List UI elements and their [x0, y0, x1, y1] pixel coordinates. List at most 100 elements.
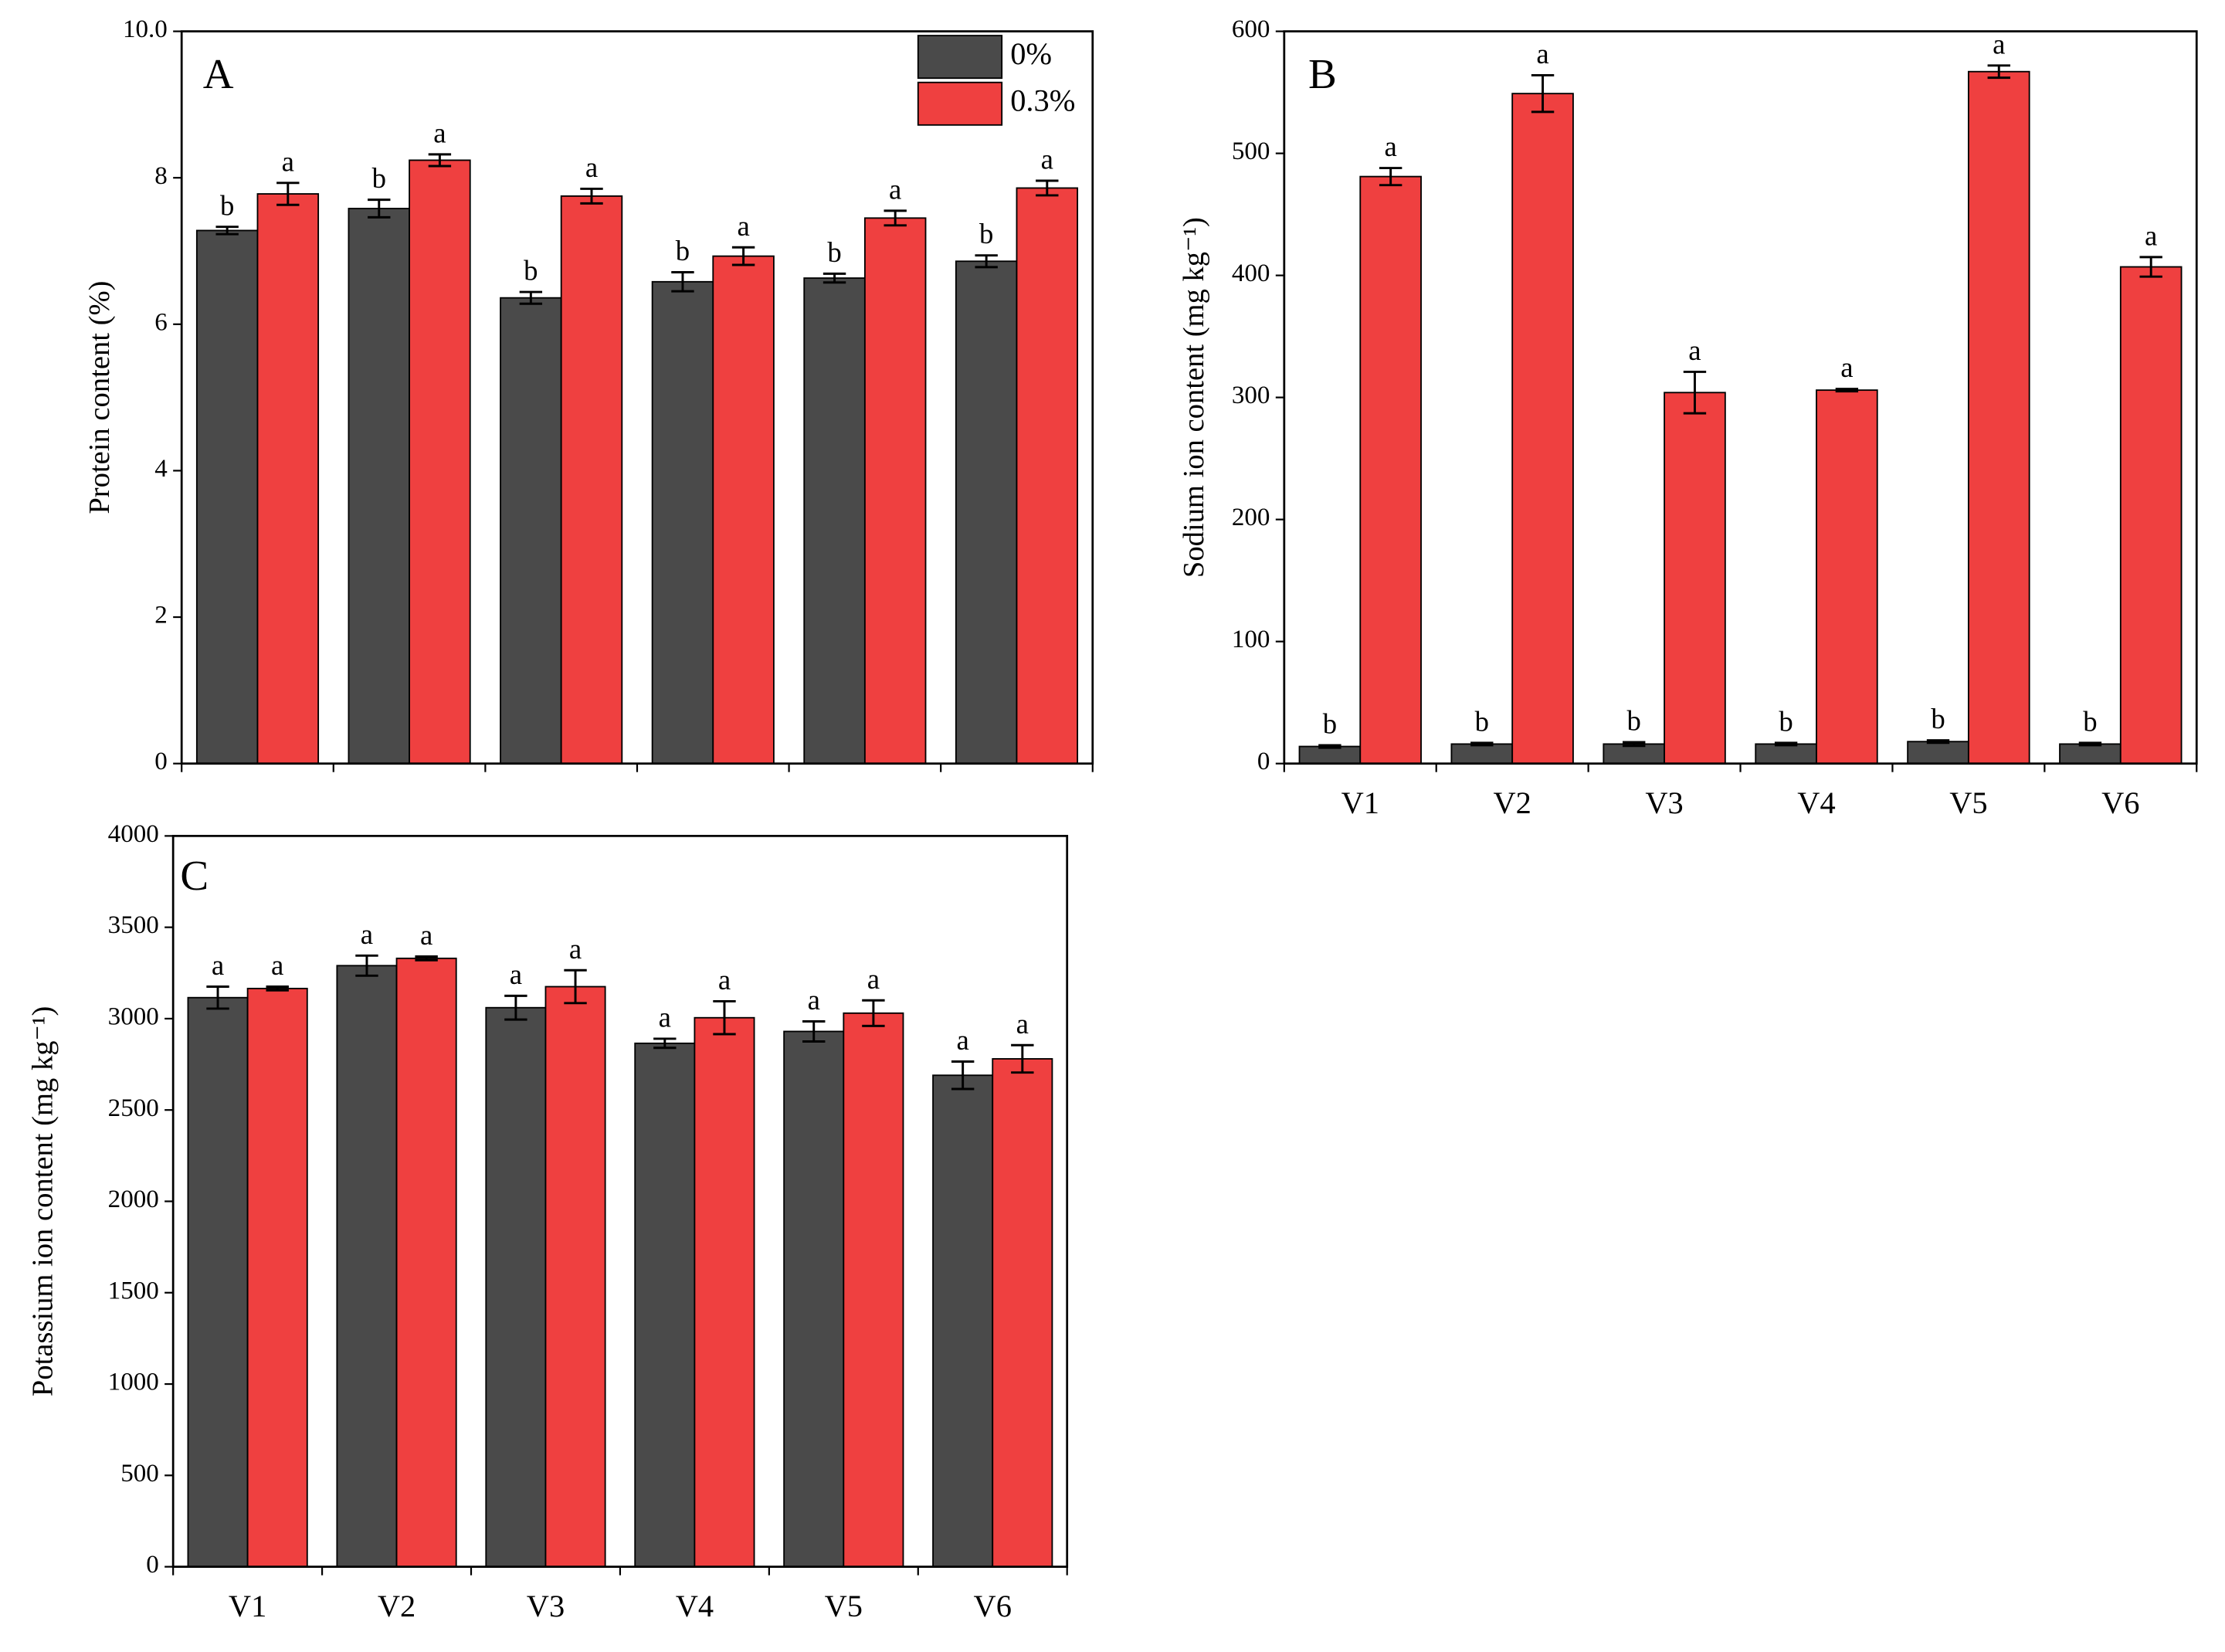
- significance-letter: a: [659, 1001, 671, 1033]
- significance-letter: b: [827, 236, 841, 268]
- error-bar: [1774, 741, 1798, 747]
- bar: [2119, 266, 2183, 765]
- significance-letter: b: [676, 235, 690, 266]
- error-bar: [1683, 370, 1707, 415]
- significance-letter: a: [361, 918, 373, 950]
- error-bar: [564, 968, 587, 1005]
- error-bar: [206, 985, 229, 1010]
- y-tick-label: 300: [1232, 382, 1270, 409]
- y-tick-label: 500: [120, 1460, 159, 1487]
- bar: [485, 1006, 547, 1568]
- significance-letter: a: [867, 963, 880, 995]
- bar: [783, 1030, 845, 1568]
- bar: [634, 1042, 696, 1568]
- bar: [1907, 741, 1969, 765]
- bar: [1755, 743, 1817, 765]
- error-bar: [215, 226, 239, 236]
- x-tick-label: V5: [825, 1589, 863, 1623]
- significance-letter: a: [420, 919, 432, 951]
- error-bar: [951, 1060, 975, 1091]
- significance-letter: b: [979, 218, 993, 249]
- y-tick-label: 600: [1232, 15, 1270, 43]
- y-tick-label: 2000: [108, 1186, 159, 1213]
- error-bar: [1036, 179, 1059, 197]
- bar: [955, 260, 1018, 765]
- y-tick-label: 200: [1232, 504, 1270, 531]
- x-tick-label: V3: [1645, 785, 1683, 820]
- error-bar: [731, 246, 755, 266]
- significance-letter: a: [889, 173, 901, 205]
- significance-letter: b: [524, 255, 538, 287]
- panel-label: C: [180, 852, 209, 899]
- y-tick-label: 6: [154, 308, 168, 336]
- significance-letter: a: [510, 958, 522, 990]
- plot-frame: [180, 30, 1094, 765]
- legend-label: 0%: [1010, 36, 1052, 71]
- error-bar: [1531, 73, 1555, 114]
- error-bar: [1622, 741, 1646, 748]
- plot-frame: [171, 834, 1069, 1568]
- error-bar: [802, 1020, 826, 1043]
- bar: [395, 957, 457, 1568]
- significance-letter: b: [1627, 705, 1641, 737]
- bar: [1664, 392, 1726, 765]
- bar: [932, 1074, 994, 1568]
- error-bar: [276, 181, 300, 206]
- legend-swatch: [917, 35, 1003, 80]
- error-bar: [1470, 741, 1494, 747]
- y-tick-label: 8: [154, 162, 168, 190]
- bar: [187, 996, 249, 1568]
- error-bar: [1835, 388, 1859, 393]
- significance-letter: a: [1384, 131, 1396, 162]
- significance-letter: a: [808, 984, 820, 1016]
- y-tick-label: 100: [1232, 626, 1270, 653]
- error-bar: [1379, 167, 1402, 187]
- bar: [651, 280, 714, 765]
- bar: [712, 255, 775, 765]
- significance-letter: a: [1993, 28, 2005, 59]
- significance-letter: a: [1016, 1008, 1029, 1040]
- significance-letter: a: [585, 151, 598, 183]
- y-axis-label: Potassium ion content (mg kg⁻¹): [27, 1006, 59, 1397]
- y-tick-label: 1000: [108, 1369, 159, 1396]
- significance-letter: b: [220, 189, 234, 221]
- error-bar: [355, 954, 378, 977]
- plot-frame: [1283, 30, 2198, 765]
- bar: [256, 193, 320, 765]
- significance-letter: b: [2083, 705, 2097, 737]
- bar: [992, 1058, 1053, 1568]
- bar: [803, 277, 866, 765]
- y-tick-label: 4: [154, 455, 168, 483]
- error-bar: [671, 271, 694, 293]
- significance-letter: a: [433, 117, 446, 148]
- error-bar: [1318, 744, 1341, 749]
- significance-letter: a: [718, 964, 731, 996]
- error-bar: [1926, 739, 1950, 745]
- y-tick-label: 0: [146, 1551, 159, 1579]
- bar: [500, 297, 562, 765]
- error-bar: [862, 999, 885, 1027]
- panel-label: A: [203, 50, 234, 97]
- panel-label: B: [1308, 50, 1337, 97]
- x-tick-label: V3: [527, 1589, 565, 1623]
- significance-letter: a: [212, 949, 224, 981]
- bar: [694, 1016, 755, 1568]
- error-bar: [415, 955, 438, 962]
- x-tick-label: V1: [1341, 785, 1379, 820]
- bar: [409, 159, 471, 765]
- x-tick-label: V2: [378, 1589, 415, 1623]
- bar: [1016, 187, 1079, 765]
- y-tick-label: 10.0: [123, 15, 168, 43]
- x-tick-label: V2: [1493, 785, 1531, 820]
- error-bar: [368, 198, 391, 219]
- significance-letter: b: [1779, 705, 1793, 737]
- legend-label: 0.3%: [1010, 83, 1075, 118]
- bar: [1967, 70, 2030, 765]
- y-tick-label: 1500: [108, 1277, 159, 1304]
- bar: [195, 229, 259, 765]
- significance-letter: a: [282, 145, 294, 177]
- significance-letter: b: [1323, 708, 1337, 740]
- error-bar: [1987, 64, 2010, 80]
- error-bar: [266, 985, 289, 992]
